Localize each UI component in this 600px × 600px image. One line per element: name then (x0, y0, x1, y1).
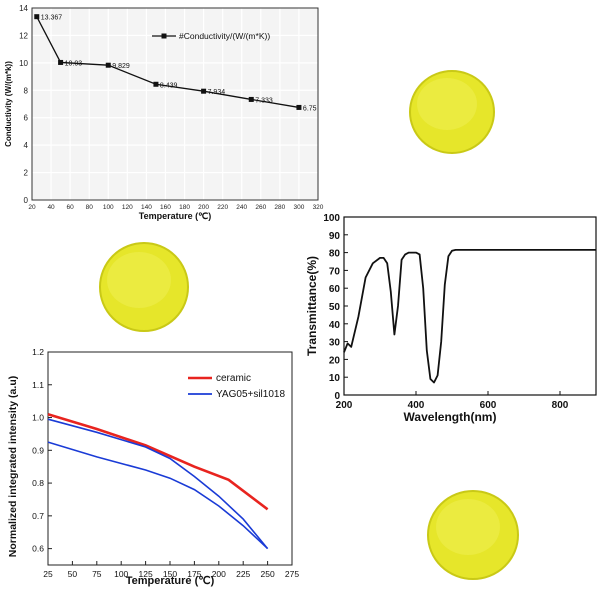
x-tick-label: 200 (336, 400, 353, 411)
y-tick-label: 4 (24, 141, 29, 150)
phosphor-disk-top-right (409, 70, 495, 154)
x-tick-label: 225 (236, 569, 250, 579)
x-tick-label: 300 (294, 204, 305, 211)
y-tick-label: 100 (323, 213, 340, 224)
x-tick-label: 140 (141, 204, 152, 211)
y-tick-label: 0.8 (32, 478, 44, 488)
data-label: 8.439 (160, 82, 178, 89)
y-tick-label: 50 (329, 302, 341, 313)
plot-frame (31, 7, 319, 201)
plot-frame (343, 216, 597, 396)
data-point (105, 62, 111, 68)
x-tick-label: 40 (47, 204, 55, 211)
y-tick-label: 12 (19, 31, 28, 40)
y-tick-label: 14 (19, 4, 28, 13)
x-tick-label: 220 (217, 204, 228, 211)
y-tick-label: 1.0 (32, 413, 44, 423)
x-tick-label: 275 (285, 569, 299, 579)
x-tick-label: 25 (43, 569, 53, 579)
phosphor-disk-bottom-right (427, 490, 519, 580)
x-tick-label: 100 (114, 569, 128, 579)
y-tick-label: 6 (24, 114, 29, 123)
y-tick-label: 40 (329, 320, 341, 331)
y-tick-label: 1.2 (32, 347, 44, 357)
data-point (248, 96, 254, 102)
x-tick-label: 280 (274, 204, 285, 211)
data-point (296, 104, 302, 110)
x-axis-label: Temperature (℃) (139, 211, 211, 221)
x-tick-label: 60 (67, 204, 75, 211)
y-tick-label: 70 (329, 266, 341, 277)
y-tick-label: 80 (329, 249, 341, 260)
x-tick-label: 160 (160, 204, 171, 211)
y-tick-label: 2 (24, 169, 29, 178)
y-axis-label: Transmittance(%) (305, 256, 319, 356)
x-tick-label: 200 (198, 204, 209, 211)
x-tick-label: 260 (255, 204, 266, 211)
y-tick-label: 1.1 (32, 380, 44, 390)
y-tick-label: 60 (329, 284, 341, 295)
y-tick-label: 20 (329, 355, 341, 366)
y-tick-label: 8 (24, 86, 29, 95)
intensity-chart: 0.6 0.7 0.8 0.9 1.0 1.1 1.2 25 50 75 100 125 150 175 2… (7, 347, 299, 587)
ceramic-line (47, 413, 269, 511)
x-tick-label: 600 (480, 400, 497, 411)
y-tick-label: 0 (334, 391, 340, 402)
data-label: 7.333 (255, 97, 273, 104)
yag-line (47, 418, 269, 550)
legend-marker (161, 33, 167, 39)
phosphor-disk-middle-left (99, 242, 189, 332)
plot-area (31, 7, 319, 201)
data-label: 7.934 (208, 89, 226, 96)
x-tick-label: 400 (408, 400, 425, 411)
y-axis-label: Conductivity (W/(m*k)) (4, 61, 13, 147)
data-point (58, 59, 64, 65)
x-tick-label: 120 (122, 204, 133, 211)
x-tick-label: 175 (187, 569, 201, 579)
data-label: 9.829 (112, 63, 130, 70)
conductivity-chart: 0 2 4 6 8 10 12 14 20 40 60 80 100 120 140 160 180 200 220… (4, 4, 324, 221)
data-label: 10.03 (65, 60, 83, 67)
x-tick-label: 100 (103, 204, 114, 211)
x-tick-label: 800 (552, 400, 569, 411)
x-tick-label: 50 (68, 569, 78, 579)
data-label: 6.75 (303, 105, 317, 112)
legend-label-yag: YAG05+sil1018 (216, 389, 285, 400)
x-axis-label: Temperature (℃) (126, 575, 215, 587)
legend-label: #Conductivity/(W/(m*K)) (179, 31, 270, 41)
x-tick-label: 150 (163, 569, 177, 579)
data-point (201, 88, 207, 94)
y-axis-label: Normalized integrated intensity (a.u) (7, 376, 19, 557)
x-tick-label: 80 (86, 204, 94, 211)
legend-label-ceramic: ceramic (216, 373, 251, 384)
x-tick-label: 320 (313, 204, 324, 211)
y-tick-label: 0.7 (32, 511, 44, 521)
x-tick-label: 250 (261, 569, 275, 579)
y-tick-label: 90 (329, 231, 341, 242)
data-point (34, 14, 40, 20)
x-tick-label: 20 (28, 204, 36, 211)
y-tick-label: 0 (24, 196, 29, 205)
transmittance-chart: 0 10 20 30 40 50 60 70 80 90 100 200 400 600 800 Wavele… (305, 213, 597, 424)
data-label: 13.367 (41, 15, 63, 22)
y-tick-label: 0.9 (32, 445, 44, 455)
x-tick-label: 200 (212, 569, 226, 579)
y-tick-label: 10 (19, 59, 28, 68)
x-tick-label: 125 (139, 569, 153, 579)
transmittance-line (343, 249, 596, 384)
y-tick-label: 0.6 (32, 544, 44, 554)
x-axis-label: Wavelength(nm) (404, 410, 497, 424)
y-tick-label: 10 (329, 373, 341, 384)
x-tick-label: 240 (236, 204, 247, 211)
yag-line-lower (47, 441, 269, 550)
x-tick-label: 180 (179, 204, 190, 211)
x-tick-label: 75 (92, 569, 102, 579)
data-point (153, 81, 159, 87)
y-tick-label: 30 (329, 338, 341, 349)
